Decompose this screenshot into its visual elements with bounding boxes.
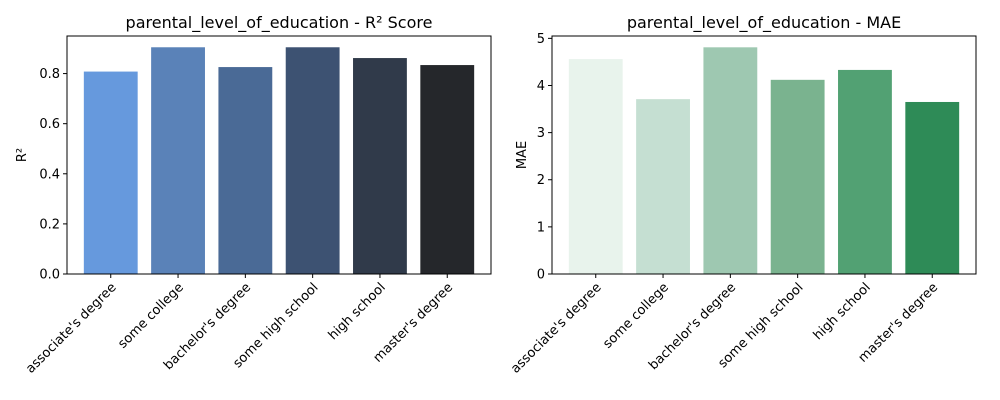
mae-y-tick-label: 0 xyxy=(537,268,545,283)
r2-x-tick-label: associate's degree xyxy=(23,280,119,376)
r2-y-tick-label: 0.0 xyxy=(39,268,60,283)
r2-bar xyxy=(151,47,205,274)
r2-y-axis-label: R² xyxy=(15,148,30,162)
mae-y-axis-label: MAE xyxy=(515,141,530,169)
r2-chart-title: parental_level_of_education - R² Score xyxy=(126,13,433,33)
r2-bar xyxy=(420,65,475,274)
r2-y-tick-label: 0.8 xyxy=(39,67,60,82)
r2-y-tick-label: 0.6 xyxy=(39,117,60,132)
r2-bar xyxy=(353,58,407,274)
mae-y-tick-label: 1 xyxy=(537,220,545,235)
mae-x-tick-label: associate's degree xyxy=(508,280,604,376)
mae-axes-frame xyxy=(551,35,977,275)
r2-y-tick-label: 0.4 xyxy=(39,167,60,182)
mae-bar xyxy=(568,59,623,275)
mae-bar xyxy=(636,99,690,275)
mae-chart-title: parental_level_of_education - MAE xyxy=(627,13,901,33)
r2-bar xyxy=(83,71,138,274)
mae-bar xyxy=(905,101,960,274)
r2-y-tick-label: 0.2 xyxy=(39,217,60,232)
mae-bar xyxy=(838,69,892,275)
r2-x-tick-label: some college xyxy=(115,280,186,351)
r2-bar xyxy=(285,47,340,274)
r2-x-tick-label: high school xyxy=(326,280,389,343)
mae-y-tick-label: 3 xyxy=(537,126,545,141)
r2-axes-frame xyxy=(66,35,492,275)
mae-x-tick-label: high school xyxy=(811,280,874,343)
mae-x-tick-label: some college xyxy=(600,280,671,351)
r2-bar xyxy=(218,67,273,274)
mae-y-tick-label: 2 xyxy=(537,173,545,188)
mae-y-tick-label: 4 xyxy=(537,79,545,94)
mae-y-tick-label: 5 xyxy=(537,32,545,47)
mae-bar xyxy=(770,79,825,274)
mae-bar xyxy=(703,47,758,275)
